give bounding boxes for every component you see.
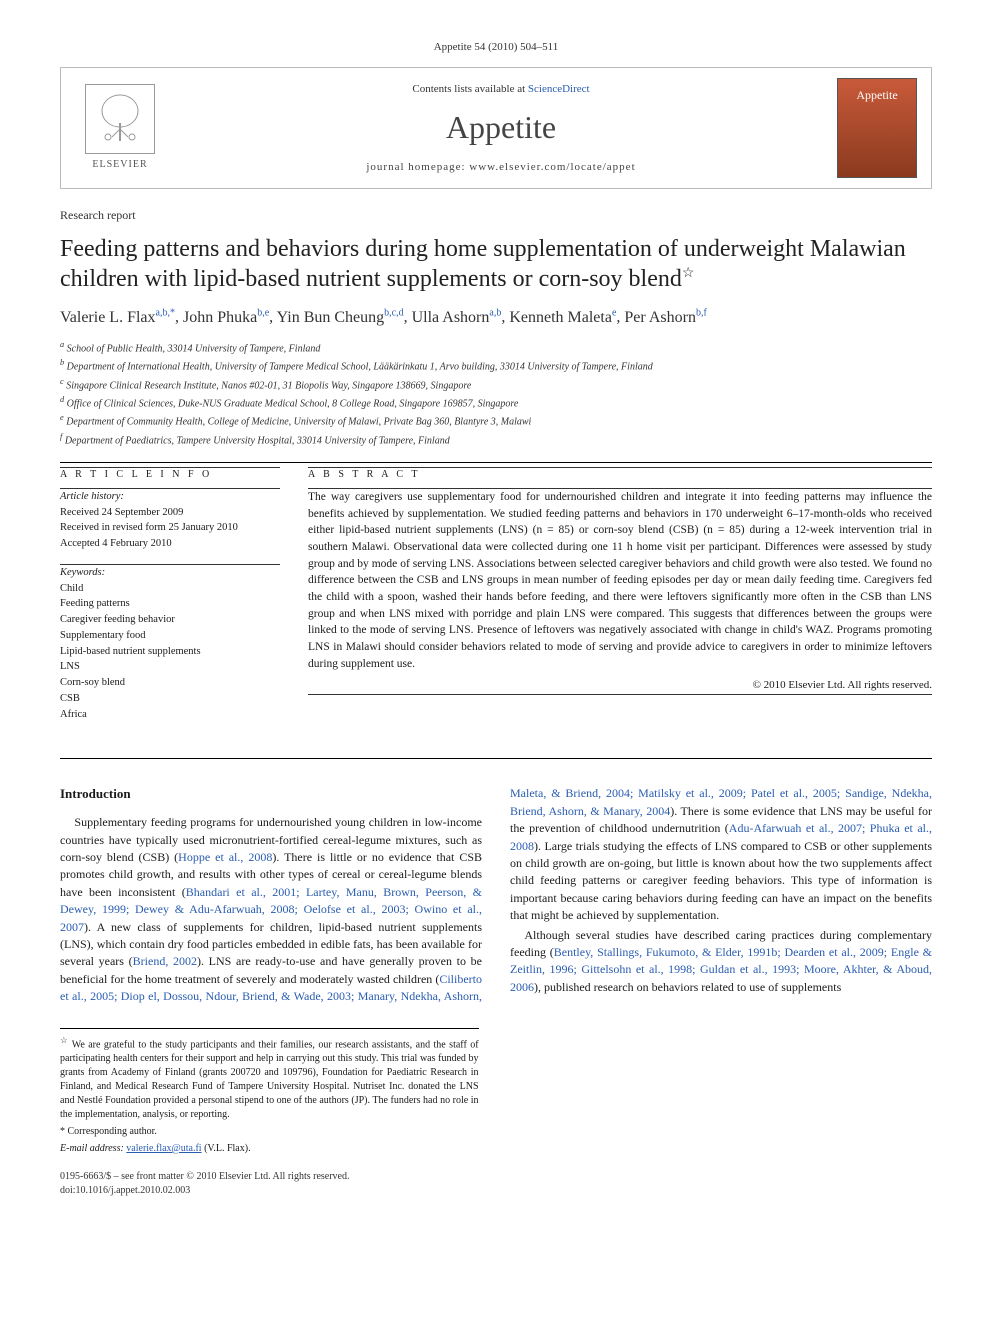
abstract-heading: A B S T R A C T (308, 468, 932, 482)
keyword: CSB (60, 691, 280, 707)
affiliation: b Department of International Health, Un… (60, 357, 932, 374)
body-paragraph-2: Although several studies have described … (510, 927, 932, 997)
affiliation: a School of Public Health, 33014 Univers… (60, 339, 932, 356)
keywords-label: Keywords: (60, 565, 280, 581)
article-body: Introduction Supplementary feeding progr… (60, 785, 932, 1005)
elsevier-label: ELSEVIER (92, 158, 147, 172)
keyword: Feeding patterns (60, 596, 280, 612)
abstract-bottom-rule (308, 694, 932, 695)
citation[interactable]: Briend, 2002 (133, 954, 197, 968)
abstract-text: The way caregivers use supplementary foo… (308, 489, 932, 672)
affiliation: f Department of Paediatrics, Tampere Uni… (60, 431, 932, 448)
p3b: ), published research on behaviors relat… (534, 980, 841, 994)
journal-homepage-line: journal homepage: www.elsevier.com/locat… (179, 160, 823, 175)
doi-line: doi:10.1016/j.appet.2010.02.003 (60, 1184, 932, 1198)
keyword: LNS (60, 659, 280, 675)
keyword: Corn-soy blend (60, 675, 280, 691)
article-info-column: A R T I C L E I N F O Article history: R… (60, 467, 280, 735)
affiliation: e Department of Community Health, Colleg… (60, 412, 932, 429)
history-label: Article history: (60, 489, 280, 505)
elsevier-tree-icon (85, 84, 155, 154)
email-link[interactable]: valerie.flax@uta.fi (126, 1143, 201, 1154)
citation[interactable]: Hoppe et al., 2008 (178, 850, 272, 864)
funding-footnote: ☆ We are grateful to the study participa… (60, 1035, 479, 1122)
article-type-label: Research report (60, 207, 932, 224)
history-line: Received in revised form 25 January 2010 (60, 520, 280, 536)
author: Yin Bun Cheungb,c,d (277, 309, 404, 326)
corr-mark: * (60, 1126, 65, 1137)
history-line: Accepted 4 February 2010 (60, 536, 280, 552)
info-abstract-row: A R T I C L E I N F O Article history: R… (60, 467, 932, 735)
divider-rule (60, 462, 932, 463)
front-matter-line: 0195-6663/$ – see front matter © 2010 El… (60, 1170, 932, 1184)
email-who: (V.L. Flax). (204, 1143, 250, 1154)
author-affil-sup: a,b,* (156, 307, 175, 318)
keywords-block: Keywords: ChildFeeding patternsCaregiver… (60, 565, 280, 723)
sciencedirect-link[interactable]: ScienceDirect (528, 83, 590, 95)
author-affil-sup: a,b (489, 307, 501, 318)
article-title: Feeding patterns and behaviors during ho… (60, 234, 932, 294)
keyword: Lipid-based nutrient supplements (60, 644, 280, 660)
keyword: Supplementary food (60, 628, 280, 644)
journal-name: Appetite (179, 105, 823, 150)
abstract-column: A B S T R A C T The way caregivers use s… (308, 467, 932, 735)
author: Valerie L. Flaxa,b,* (60, 309, 175, 326)
p2d: ). Large trials studying the effects of … (510, 839, 932, 923)
author: John Phukab,e (183, 309, 269, 326)
history-line: Received 24 September 2009 (60, 505, 280, 521)
author-affil-sup: b,f (696, 307, 707, 318)
affiliation: c Singapore Clinical Research Institute,… (60, 376, 932, 393)
keyword: Caregiver feeding behavior (60, 612, 280, 628)
article-history-block: Article history: Received 24 September 2… (60, 489, 280, 552)
elsevier-logo: ELSEVIER (75, 81, 165, 176)
keyword: Child (60, 581, 280, 597)
corresponding-author-footnote: * Corresponding author. (60, 1125, 479, 1139)
author-affil-sup: e (612, 307, 616, 318)
p1c: ). A new class of supplements for childr… (84, 920, 416, 934)
divider-rule-2 (60, 758, 932, 759)
author: Per Ashornb,f (624, 309, 706, 326)
title-note-mark: ☆ (682, 266, 695, 281)
corr-text: Corresponding author. (68, 1126, 157, 1137)
keyword: Africa (60, 707, 280, 723)
journal-masthead: ELSEVIER Contents lists available at Sci… (60, 67, 932, 189)
footnotes-block: ☆ We are grateful to the study participa… (60, 1028, 479, 1156)
email-label: E-mail address: (60, 1143, 124, 1154)
affiliation-list: a School of Public Health, 33014 Univers… (60, 339, 932, 448)
author: Kenneth Maletae (509, 309, 616, 326)
masthead-center: Contents lists available at ScienceDirec… (179, 82, 823, 176)
contents-prefix: Contents lists available at (412, 83, 527, 95)
author-affil-sup: b,e (257, 307, 269, 318)
author: Ulla Ashorna,b (412, 309, 502, 326)
contents-available-line: Contents lists available at ScienceDirec… (179, 82, 823, 97)
funding-text: We are grateful to the study participant… (60, 1039, 479, 1120)
journal-cover-thumbnail: Appetite (837, 78, 917, 178)
affiliation: d Office of Clinical Sciences, Duke-NUS … (60, 394, 932, 411)
title-text: Feeding patterns and behaviors during ho… (60, 236, 906, 292)
abstract-copyright: © 2010 Elsevier Ltd. All rights reserved… (308, 678, 932, 693)
author-affil-sup: b,c,d (384, 307, 403, 318)
author-list: Valerie L. Flaxa,b,*, John Phukab,e, Yin… (60, 306, 932, 329)
email-footnote: E-mail address: valerie.flax@uta.fi (V.L… (60, 1142, 479, 1156)
footer-meta: 0195-6663/$ – see front matter © 2010 El… (60, 1170, 932, 1198)
running-head: Appetite 54 (2010) 504–511 (60, 40, 932, 55)
introduction-heading: Introduction (60, 785, 482, 804)
article-info-heading: A R T I C L E I N F O (60, 468, 280, 482)
note-mark: ☆ (60, 1036, 68, 1045)
